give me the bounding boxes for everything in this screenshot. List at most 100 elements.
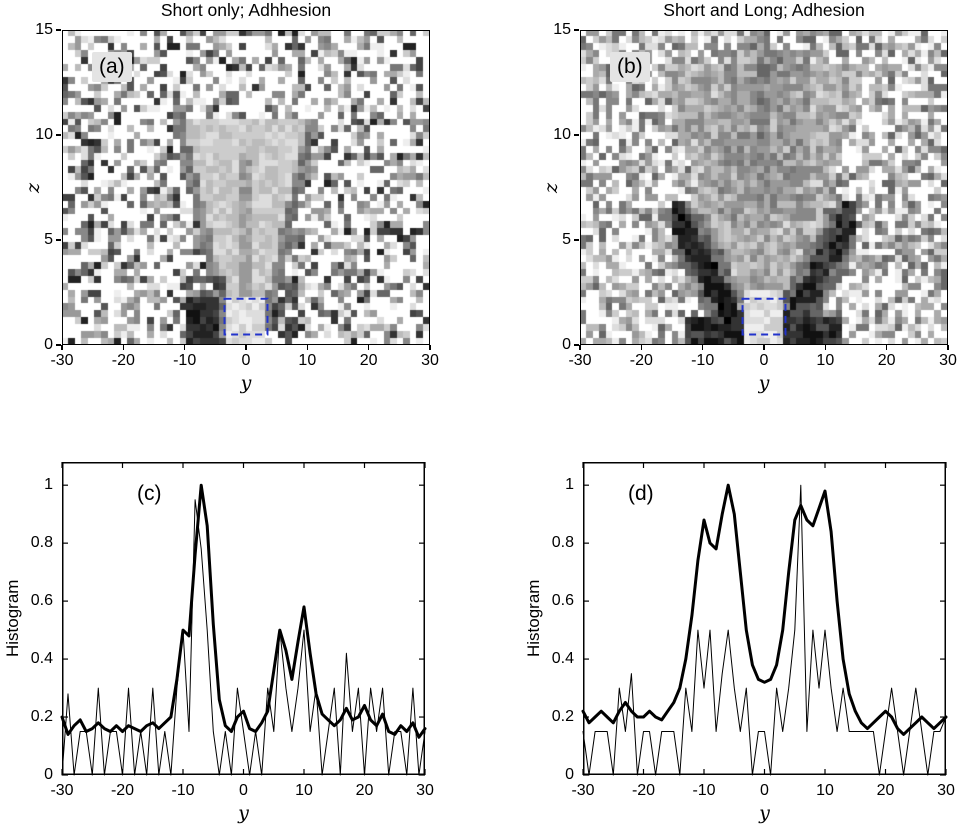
x-tick-label: 20 bbox=[359, 352, 378, 369]
y-tick-label: 0 bbox=[565, 766, 574, 783]
x-tick-label: 10 bbox=[816, 782, 834, 799]
x-tick-label: 0 bbox=[241, 352, 251, 369]
x-tick-label: 20 bbox=[876, 782, 895, 799]
y-tick-label: 0.6 bbox=[551, 592, 574, 610]
panel-a-xlabel: y bbox=[240, 372, 252, 394]
y-tick-mark bbox=[56, 239, 61, 241]
y-tick-mark bbox=[574, 29, 579, 31]
panel-c-xlabel: y bbox=[238, 802, 249, 824]
x-tick-mark bbox=[824, 345, 827, 350]
x-tick-label: -20 bbox=[629, 352, 653, 369]
x-tick-mark bbox=[579, 345, 581, 350]
y-tick-mark bbox=[574, 344, 579, 346]
x-tick-mark bbox=[763, 345, 765, 350]
y-tick-label: 1 bbox=[565, 476, 574, 494]
y-tick-label: 0.2 bbox=[551, 708, 574, 726]
axes-box bbox=[583, 462, 946, 775]
panel-b-heatmap bbox=[580, 30, 948, 345]
panel-b-title: Short and Long; Adhesion bbox=[663, 0, 865, 20]
y-tick-mark bbox=[574, 134, 579, 136]
x-tick-mark bbox=[122, 345, 125, 350]
panel-b-roi-overlay bbox=[741, 297, 787, 336]
x-tick-mark bbox=[947, 345, 949, 350]
y-tick-mark bbox=[56, 29, 61, 31]
x-tick-label: -10 bbox=[692, 782, 716, 799]
panel-a-ylabel: z bbox=[22, 182, 44, 193]
y-tick-label: 0.4 bbox=[30, 650, 53, 668]
roi-dashed-box bbox=[223, 297, 269, 336]
x-tick-label: -30 bbox=[568, 352, 592, 369]
x-tick-mark bbox=[61, 345, 63, 350]
x-tick-label: -30 bbox=[50, 782, 74, 799]
smoothed-histogram-line bbox=[60, 483, 427, 739]
x-tick-label: -20 bbox=[110, 782, 135, 799]
panel-d-ylabel: Histogram bbox=[524, 579, 543, 658]
y-tick-label: 10 bbox=[35, 126, 53, 143]
y-tick-label: 10 bbox=[553, 126, 571, 143]
y-tick-label: 0.6 bbox=[30, 592, 53, 610]
x-tick-mark bbox=[306, 345, 309, 350]
x-tick-label: 0 bbox=[239, 782, 248, 799]
x-tick-label: -10 bbox=[171, 782, 195, 799]
raw-histogram-line bbox=[61, 499, 426, 776]
raw-histogram-line bbox=[582, 484, 947, 776]
y-tick-label: 0 bbox=[44, 766, 53, 783]
smoothed-histogram-line bbox=[581, 483, 948, 736]
x-tick-label: -30 bbox=[571, 782, 595, 799]
panel-d: Histogram (d) y -30 -20 -10 0 10 20 30 0 0.2 0.4 0… bbox=[524, 462, 955, 824]
panel-b-tag: (b) bbox=[610, 52, 650, 83]
y-tick-label: 5 bbox=[562, 231, 571, 248]
x-tick-label: -10 bbox=[691, 352, 715, 369]
x-tick-label: 0 bbox=[759, 352, 769, 369]
y-tick-label: 0.4 bbox=[551, 650, 574, 668]
x-tick-mark bbox=[245, 345, 247, 350]
y-tick-label: 1 bbox=[44, 476, 53, 494]
x-tick-label: -20 bbox=[111, 352, 135, 369]
x-tick-label: 0 bbox=[760, 782, 769, 799]
x-tick-label: 10 bbox=[816, 352, 835, 369]
x-tick-label: -10 bbox=[173, 352, 197, 369]
panel-a-tag: (a) bbox=[92, 52, 132, 83]
panel-a-roi-overlay bbox=[223, 297, 269, 336]
x-tick-label: 10 bbox=[298, 352, 317, 369]
panel-d-tag: (d) bbox=[628, 482, 654, 505]
x-tick-mark bbox=[183, 345, 186, 350]
panel-d-xlabel: y bbox=[759, 802, 770, 824]
x-tick-mark bbox=[429, 345, 431, 350]
y-tick-label: 15 bbox=[35, 21, 53, 38]
x-tick-label: -20 bbox=[631, 782, 656, 799]
panel-c-chart bbox=[60, 462, 427, 776]
panel-c: Histogram (c) y -30 -20 -10 0 10 20 30 0 0.2 0.4 0… bbox=[3, 462, 434, 824]
y-tick-label: 0.8 bbox=[30, 534, 53, 552]
panel-a-heatmap bbox=[62, 30, 430, 345]
x-tick-label: 10 bbox=[295, 782, 313, 799]
x-tick-mark bbox=[367, 345, 370, 350]
x-tick-label: 20 bbox=[877, 352, 896, 369]
panel-b-ylabel: z bbox=[540, 182, 562, 193]
x-tick-label: 30 bbox=[421, 352, 439, 369]
panel-a: Short only; Adhhesion z (a) y -30 -20 -10 0… bbox=[22, 0, 439, 394]
y-tick-label: 0 bbox=[44, 336, 53, 353]
y-tick-mark bbox=[56, 134, 61, 136]
panel-a-title: Short only; Adhhesion bbox=[160, 0, 332, 20]
x-tick-mark bbox=[640, 345, 643, 350]
panel-c-ylabel: Histogram bbox=[3, 579, 22, 658]
y-tick-label: 5 bbox=[44, 231, 53, 248]
y-tick-mark bbox=[574, 239, 579, 241]
y-tick-label: 15 bbox=[553, 21, 571, 38]
x-tick-label: 30 bbox=[416, 782, 434, 799]
x-tick-mark bbox=[701, 345, 704, 350]
roi-dashed-box bbox=[741, 297, 787, 336]
panel-b-xlabel: y bbox=[758, 372, 770, 394]
x-tick-label: -30 bbox=[50, 352, 74, 369]
panel-b: Short and Long; Adhesion z (b) y -30 -20 -… bbox=[540, 0, 957, 394]
panel-d-chart bbox=[581, 462, 948, 776]
x-tick-label: 20 bbox=[355, 782, 374, 799]
y-tick-mark bbox=[56, 344, 61, 346]
y-tick-label: 0.8 bbox=[551, 534, 574, 552]
x-tick-mark bbox=[885, 345, 888, 350]
x-tick-label: 30 bbox=[939, 352, 957, 369]
y-tick-label: 0.2 bbox=[30, 708, 53, 726]
panel-c-tag: (c) bbox=[137, 482, 162, 505]
